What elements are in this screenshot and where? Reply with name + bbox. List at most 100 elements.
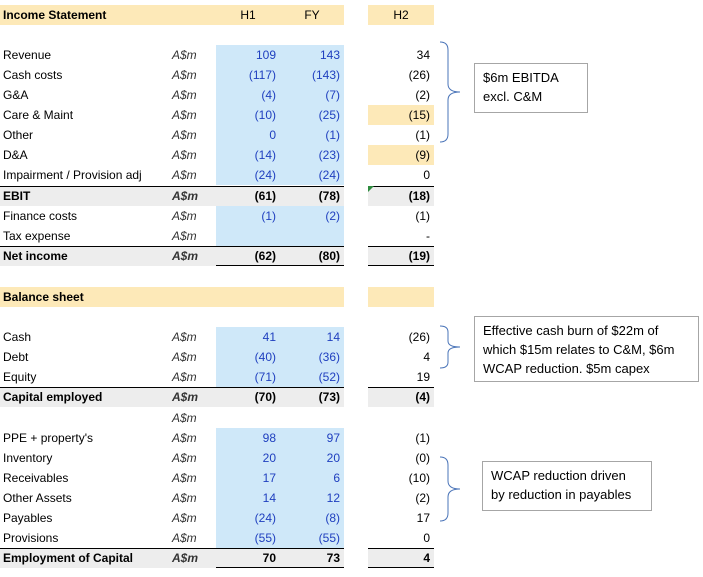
table-row: Provisions A$m (55) (55) 0 [0,528,703,548]
cell-h1: (62) [254,249,276,263]
cell-h2: (18) [408,189,430,203]
row-label: Cash [3,330,32,344]
cell-h2: (26) [408,68,430,82]
cell-h2: 4 [423,551,430,565]
cell-h2: (2) [415,88,430,102]
cell-h1: (40) [254,350,276,364]
cell-h2: (9) [415,148,430,162]
cell-fy: (80) [318,249,340,263]
row-unit: A$m [172,471,197,485]
balance-sheet-header: Balance sheet [0,287,703,307]
cell-h2: (1) [415,209,430,223]
row-label: EBIT [3,189,31,203]
row-unit: A$m [172,229,197,243]
total-row: Capital employed A$m (70) (73) (4) [0,387,703,407]
table-row: Cash A$m 41 14 (26) [0,327,703,347]
cell-h1: 41 [262,330,276,344]
total-row: Net income A$m (62) (80) (19) [0,246,703,266]
cell-fy: 6 [333,471,340,485]
cell-h1: (71) [254,370,276,384]
cell-h1: 14 [262,491,276,505]
cell-fy: (1) [325,128,340,142]
cell-h2: (1) [415,128,430,142]
row-unit: A$m [172,108,197,122]
row-unit: A$m [172,551,199,565]
table-row: Finance costs A$m (1) (2) (1) [0,206,703,226]
cell-h1: (61) [254,189,276,203]
cell-fy: (52) [318,370,340,384]
cell-h2: (0) [415,451,430,465]
row-unit: A$m [172,451,197,465]
table-row: A$m [0,408,703,428]
table-row: PPE + property's A$m 98 97 (1) [0,428,703,448]
row-unit: A$m [172,209,197,223]
wcap-note: WCAP reduction driven by reduction in pa… [482,461,652,511]
cell-h1: 109 [255,48,276,62]
row-unit: A$m [172,330,197,344]
cell-h2: (2) [415,491,430,505]
wcap-note-line1: WCAP reduction driven [491,468,626,483]
total-row: EBIT A$m (61) (78) (18) [0,186,703,206]
input-column-is-2 [216,206,344,246]
table-row: G&A A$m (4) (7) (2) [0,85,703,105]
wcap-brace [439,456,461,522]
income-statement-header: Income Statement H1 FY H2 [0,5,703,25]
cell-fy: (55) [318,531,340,545]
row-label: Employment of Capital [3,551,134,565]
cell-fy: (7) [325,88,340,102]
row-label: Net income [3,249,68,263]
row-label: Other [3,128,34,142]
income-statement-title: Income Statement [3,8,107,22]
row-label: Debt [3,350,29,364]
row-unit: A$m [172,531,197,545]
cell-h2: 34 [416,48,430,62]
row-unit: A$m [172,411,197,425]
ebitda-note: $6m EBITDA excl. C&M [474,63,588,113]
table-row: Equity A$m (71) (52) 19 [0,367,703,387]
row-unit: A$m [172,431,197,445]
row-label: Provisions [3,531,59,545]
cell-fy: (24) [318,168,340,182]
cash-note-line3: WCAP reduction. $5m capex [483,361,650,376]
ebitda-note-line1: $6m EBITDA [483,70,559,85]
table-row: Receivables A$m 17 6 (10) [0,468,703,488]
row-unit: A$m [172,390,199,404]
cell-h1: (14) [254,148,276,162]
cash-note-line1: Effective cash burn of $22m of [483,323,659,338]
total-row: Employment of Capital A$m 70 73 4 [0,548,703,568]
cell-h2: (10) [408,471,430,485]
cell-h1: (24) [254,511,276,525]
row-unit: A$m [172,511,197,525]
table-row: Revenue A$m 109 143 34 [0,45,703,65]
row-label: Cash costs [3,68,63,82]
row-label: D&A [3,148,28,162]
cell-h1: 17 [262,471,276,485]
cell-fy: (36) [318,350,340,364]
cell-h2: 19 [416,370,430,384]
cell-fy [280,408,344,428]
cash-note-line2: which $15m relates to C&M, $6m [483,342,675,357]
table-row: Impairment / Provision adj A$m (24) (24) 0 [0,165,703,185]
cell-h2: 4 [423,350,430,364]
cell-fy: 12 [326,491,340,505]
row-unit: A$m [172,168,197,182]
cell-h1: (117) [248,68,276,82]
table-row: D&A A$m (14) (23) (9) [0,145,703,165]
table-row: Payables A$m (24) (8) 17 [0,508,703,528]
cell-fy: (23) [318,148,340,162]
table-row: Tax expense A$m - [0,226,703,246]
row-unit: A$m [172,249,199,263]
cell-h2: - [426,229,430,243]
cell-h1: (10) [254,108,276,122]
row-label: Tax expense [3,229,71,243]
cell-fy: 20 [326,451,340,465]
cell-fy: (78) [318,189,340,203]
balance-sheet-title: Balance sheet [3,290,84,304]
cell-h2: (19) [408,249,430,263]
cell-h1: (55) [254,531,276,545]
row-label [3,408,175,428]
cell-fy: (143) [311,68,340,82]
highlight-da-h2 [368,145,434,165]
cell-h2: (15) [408,108,430,122]
